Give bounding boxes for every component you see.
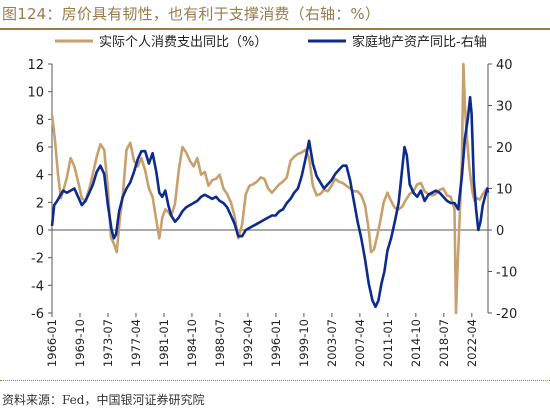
source-note: 资料来源：Fed，中国银河证券研究院 [2,393,205,407]
x-tick-label: 1996-01 [269,319,283,367]
x-tick-label: 2018-07 [437,319,451,367]
left-tick-label: -4 [31,279,44,294]
x-tick-label: 2003-07 [325,319,339,367]
x-tick-label: 1973-07 [101,319,115,367]
x-tick-label: 1977-04 [129,319,143,367]
series-lines [50,62,490,315]
right-tick-label: -10 [496,266,517,281]
left-tick-label: 2 [36,196,44,211]
left-tick-label: 0 [36,224,44,239]
legend: 实际个人消费支出同比（%） 家庭地产资产同比-右轴 [55,34,487,50]
source-divider [0,380,550,381]
x-tick-label: 1969-10 [73,319,87,367]
left-tick-label: 6 [36,141,44,156]
consumption-series-line [50,62,490,315]
consumption-legend-label: 实际个人消费支出同比（%） [99,35,267,50]
real-estate-legend-label: 家庭地产资产同比-右轴 [352,34,487,50]
chart-title: 图124：房价具有韧性，也有利于支撑消费（右轴：%） [2,5,381,23]
left-tick-label: 12 [27,58,44,73]
x-tick-label: 1992-04 [241,319,255,367]
left-tick-label: 4 [36,169,44,184]
left-tick-label: -2 [31,252,44,267]
right-tick-label: -20 [496,307,517,322]
x-tick-label: 1984-10 [185,319,199,367]
x-tick-label: 1966-01 [45,319,59,367]
left-tick-label: 8 [36,113,44,128]
title-divider [0,28,550,30]
right-tick-label: 30 [496,100,513,115]
real-estate-series-line [50,95,490,309]
left-tick-label: 10 [27,86,44,101]
x-tick-label: 1981-01 [157,319,171,367]
x-tick-label: 2011-01 [381,319,395,367]
x-tick-label: 2014-10 [409,319,423,367]
right-tick-label: 40 [496,58,513,73]
right-tick-label: 0 [496,224,504,239]
right-tick-label: 20 [496,141,513,156]
x-tick-label: 1988-07 [213,319,227,367]
x-tick-label: 2022-04 [465,319,479,367]
left-tick-label: -6 [31,307,44,322]
right-tick-label: 10 [496,183,513,198]
x-tick-label: 2007-04 [353,319,367,367]
x-tick-label: 1999-10 [297,319,311,367]
